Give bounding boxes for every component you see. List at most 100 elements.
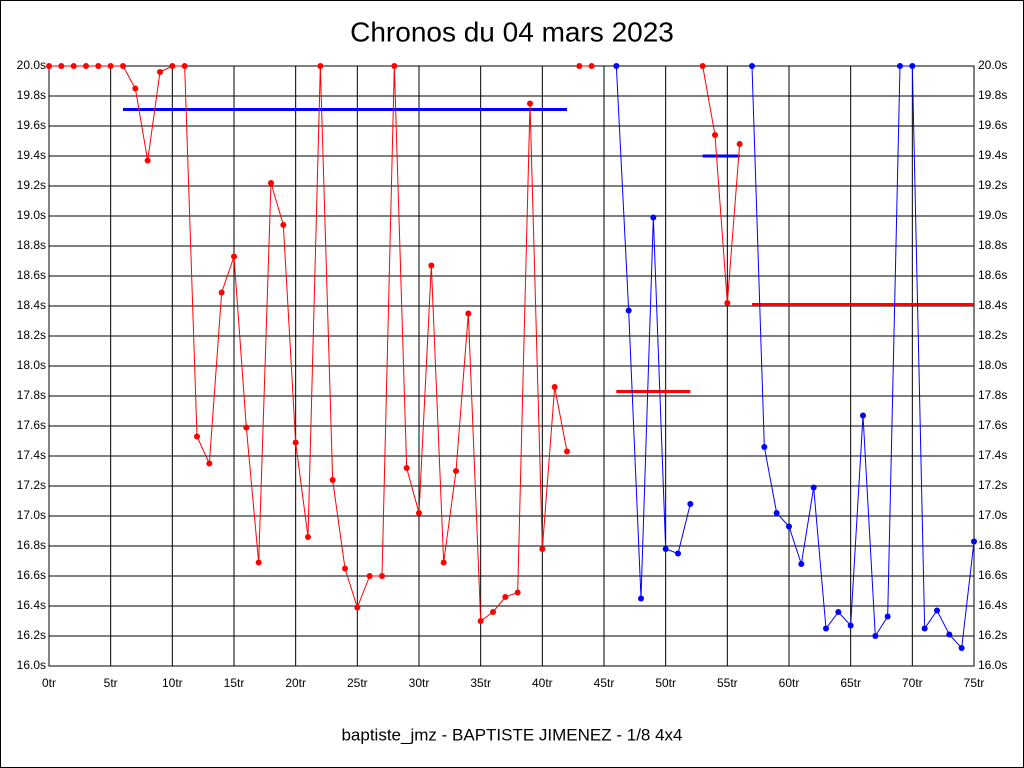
data-point <box>860 412 866 419</box>
data-point <box>428 262 435 269</box>
data-point <box>58 63 65 69</box>
data-point <box>194 433 200 440</box>
data-point <box>650 214 657 221</box>
data-point <box>477 618 484 624</box>
x-tick-label: 5tr <box>104 676 118 690</box>
data-point <box>268 180 274 186</box>
data-point <box>95 63 102 69</box>
data-point <box>823 625 829 632</box>
y2-tick-label: 19.2s <box>978 178 1007 192</box>
data-point <box>231 253 237 260</box>
data-point <box>342 565 348 572</box>
data-point <box>317 63 324 69</box>
y-tick-label: 18.8s <box>17 238 46 252</box>
x-tick-label: 75tr <box>964 676 985 690</box>
y2-tick-label: 19.4s <box>978 148 1007 162</box>
y2-tick-label: 17.4s <box>978 448 1007 462</box>
data-point <box>736 141 743 147</box>
y2-tick-label: 17.6s <box>978 418 1007 432</box>
data-point <box>354 604 361 611</box>
data-point <box>749 63 755 69</box>
y2-tick-label: 19.8s <box>978 88 1007 102</box>
data-point <box>687 501 694 507</box>
x-tick-label: 55tr <box>717 676 738 690</box>
y-tick-label: 17.0s <box>17 508 46 522</box>
data-point <box>218 289 225 296</box>
data-point <box>897 63 903 69</box>
data-point <box>329 477 336 483</box>
data-point <box>847 622 854 629</box>
data-point <box>280 222 287 228</box>
y2-tick-label: 17.8s <box>978 388 1007 402</box>
data-point <box>132 85 139 92</box>
y2-tick-label: 16.4s <box>978 598 1007 612</box>
y-tick-label: 20.0s <box>17 58 46 72</box>
x-tick-label: 35tr <box>470 676 491 690</box>
chart-title: Chronos du 04 mars 2023 <box>350 16 674 47</box>
data-point <box>453 468 459 474</box>
y-tick-label: 18.0s <box>17 358 46 372</box>
y-tick-label: 19.0s <box>17 208 46 222</box>
x-tick-label: 15tr <box>224 676 245 690</box>
y-tick-label: 19.2s <box>17 178 46 192</box>
x-tick-label: 40tr <box>532 676 553 690</box>
data-point <box>551 384 558 390</box>
x-tick-label: 30tr <box>409 676 430 690</box>
y-tick-label: 18.2s <box>17 328 46 342</box>
data-point <box>588 63 595 69</box>
y-tick-label: 18.6s <box>17 268 46 282</box>
data-point <box>613 63 620 69</box>
data-point <box>884 613 891 620</box>
y-tick-label: 16.2s <box>17 628 46 642</box>
data-point <box>527 100 533 107</box>
data-point <box>662 546 669 552</box>
data-point <box>305 534 311 540</box>
data-point <box>773 510 780 516</box>
data-point <box>921 625 928 632</box>
y-tick-label: 16.8s <box>17 538 46 552</box>
y2-tick-label: 18.2s <box>978 328 1007 342</box>
y2-tick-label: 18.0s <box>978 358 1007 372</box>
y-tick-label: 17.8s <box>17 388 46 402</box>
y-tick-label: 16.6s <box>17 568 46 582</box>
data-point <box>835 609 842 615</box>
y2-tick-label: 18.8s <box>978 238 1007 252</box>
data-point <box>366 573 373 579</box>
y2-tick-label: 16.8s <box>978 538 1007 552</box>
data-point <box>934 607 940 614</box>
data-point <box>83 63 89 69</box>
data-point <box>872 633 879 639</box>
y-tick-label: 16.4s <box>17 598 46 612</box>
x-tick-label: 20tr <box>285 676 306 690</box>
y-tick-label: 19.8s <box>17 88 46 102</box>
y2-tick-label: 18.4s <box>978 298 1007 312</box>
data-point <box>798 561 805 567</box>
data-point <box>564 448 570 455</box>
data-point <box>724 300 731 306</box>
x-tick-label: 0tr <box>42 676 56 690</box>
data-point <box>761 444 768 450</box>
y-tick-label: 17.4s <box>17 448 46 462</box>
data-point <box>157 69 163 75</box>
data-point <box>502 594 509 600</box>
y2-tick-label: 18.6s <box>978 268 1007 282</box>
data-point <box>712 132 718 138</box>
data-point <box>514 589 521 596</box>
y2-tick-label: 16.0s <box>978 658 1007 672</box>
chart-footer: baptiste_jmz - BAPTISTE JIMENEZ - 1/8 4x… <box>341 725 682 744</box>
x-tick-label: 65tr <box>840 676 861 690</box>
data-point <box>465 310 472 317</box>
y2-tick-label: 20.0s <box>978 58 1007 72</box>
data-point <box>403 465 410 471</box>
y-tick-label: 19.4s <box>17 148 46 162</box>
data-point <box>169 63 176 69</box>
data-point <box>638 595 644 602</box>
data-point <box>243 424 250 431</box>
series-line <box>702 65 741 304</box>
data-point <box>46 63 52 69</box>
data-point <box>971 538 977 545</box>
data-point <box>292 439 299 446</box>
y-tick-label: 18.4s <box>17 298 46 312</box>
data-point <box>539 546 546 552</box>
